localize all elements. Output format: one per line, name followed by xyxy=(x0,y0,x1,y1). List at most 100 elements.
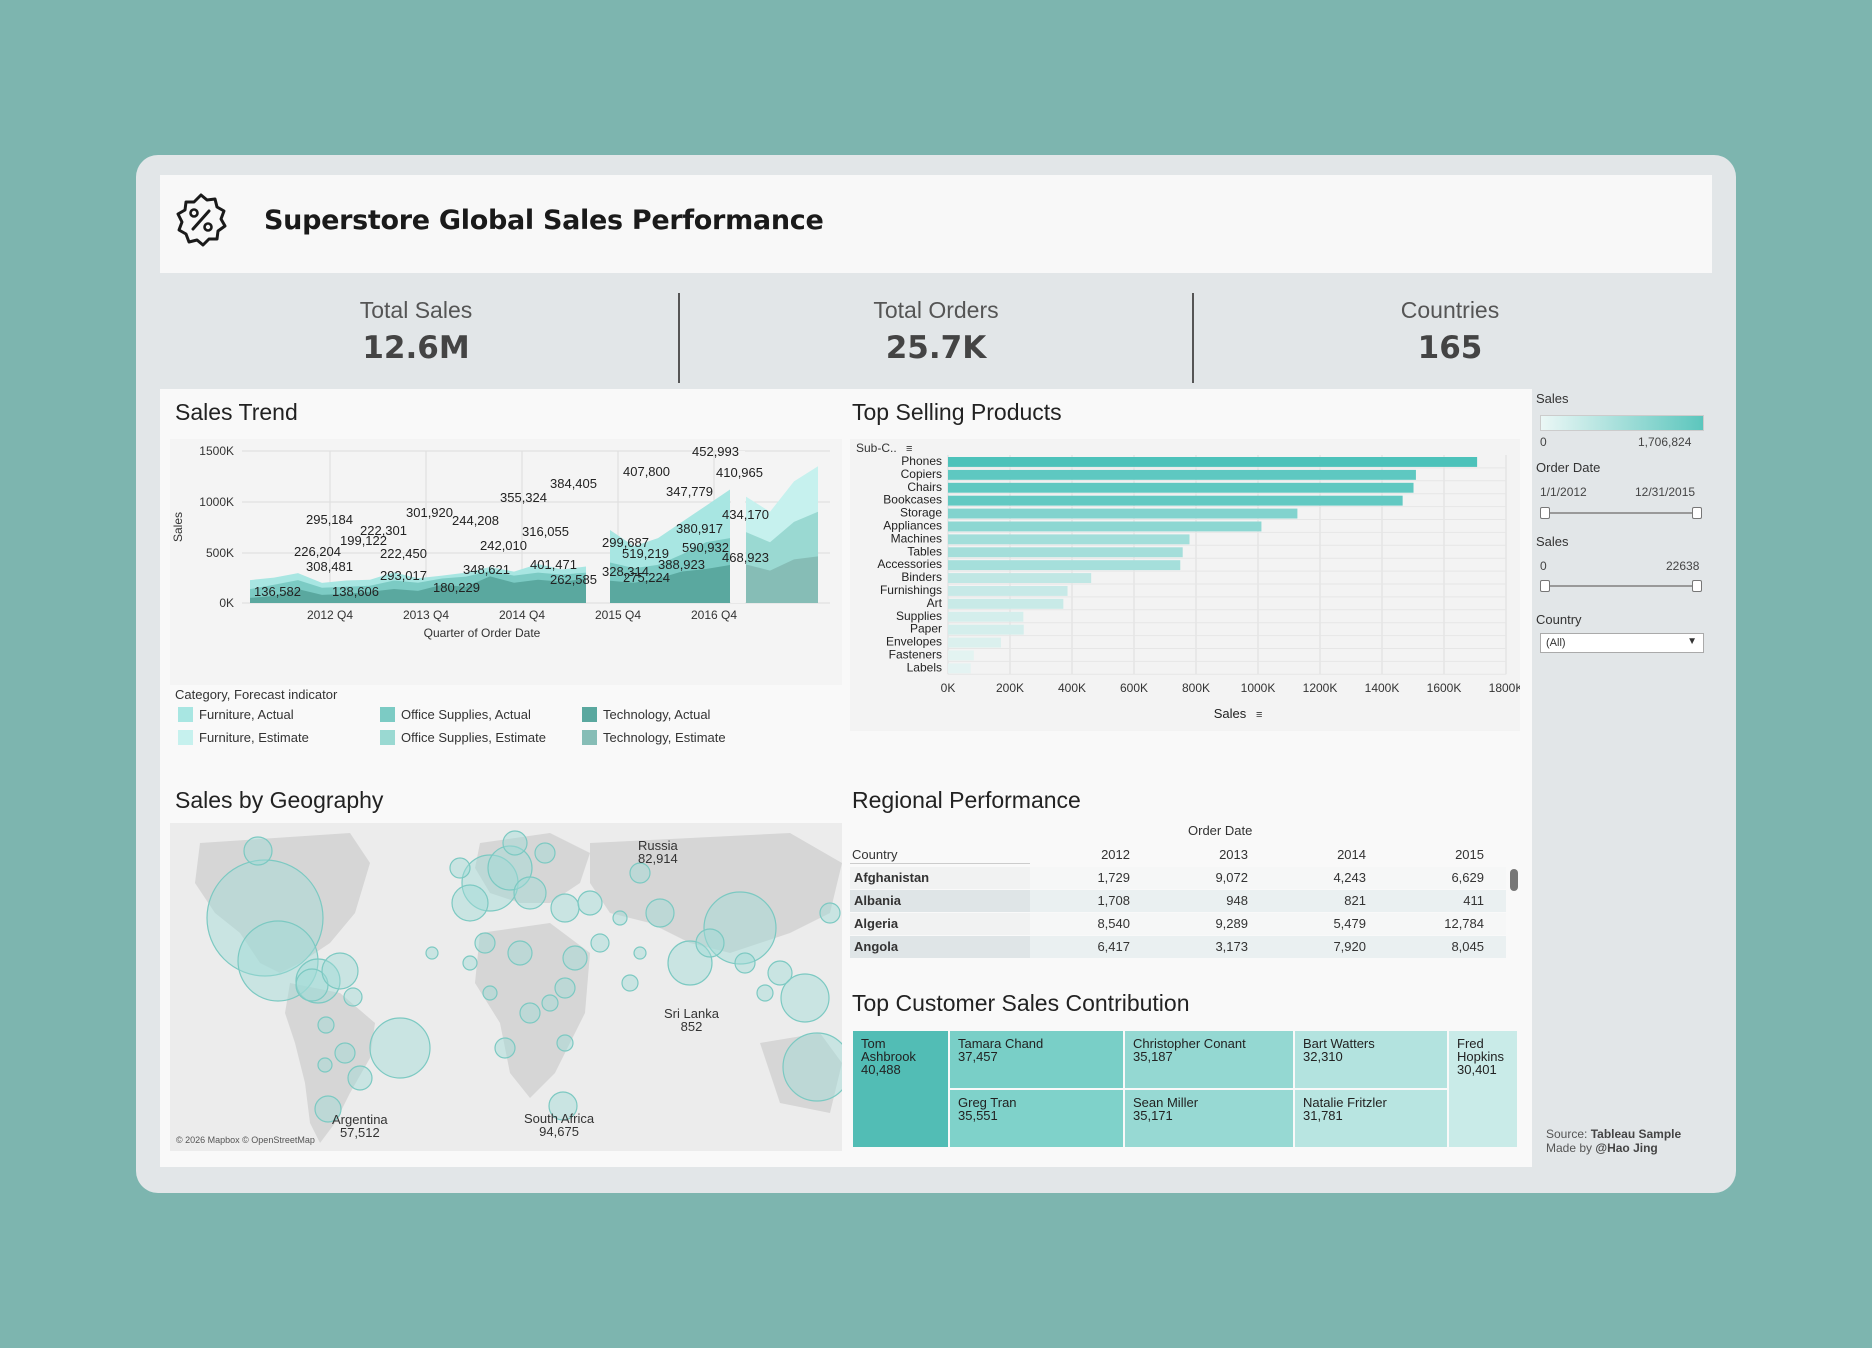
sales-slider-min-handle[interactable] xyxy=(1540,580,1550,592)
sales-slider-track[interactable] xyxy=(1546,585,1698,587)
kpi-label: Total Sales xyxy=(359,297,473,323)
table-scrollbar[interactable] xyxy=(1510,869,1518,891)
customer-name: Sean Miller xyxy=(1133,1095,1199,1110)
x-tick-label: 1000K xyxy=(1241,681,1276,695)
dashboard-frame: Superstore Global Sales Performance Tota… xyxy=(136,155,1736,1193)
x-tick-label: 1600K xyxy=(1427,681,1462,695)
legend-item[interactable]: Technology, Estimate xyxy=(582,730,726,745)
data-label: 347,779 xyxy=(666,484,713,499)
date-start: 1/1/2012 xyxy=(1540,485,1587,499)
filter-sidebar: Sales 0 1,706,824 Order Date 1/1/2012 12… xyxy=(1536,389,1712,1167)
legend-item[interactable]: Furniture, Actual xyxy=(178,707,294,722)
top-products-chart[interactable]: Sub-C.. ≡ 0K 200K 400K 600K 800K 1000K 1200K 1400… xyxy=(850,439,1520,731)
treemap-cell[interactable]: Natalie Fritzler 31,781 xyxy=(1295,1090,1447,1147)
legend-item[interactable]: Furniture, Estimate xyxy=(178,730,309,745)
map-label-name: South Africa xyxy=(524,1111,595,1126)
value-cell: 7,920 xyxy=(1333,939,1366,954)
year-header[interactable]: 2014 xyxy=(1337,847,1366,862)
data-label: 299,687 xyxy=(602,535,649,550)
map-canvas[interactable] xyxy=(170,823,842,1151)
bar xyxy=(948,534,1190,545)
year-header[interactable]: 2012 xyxy=(1101,847,1130,862)
data-label: 199,122 xyxy=(340,533,387,548)
year-header[interactable]: 2013 xyxy=(1219,847,1248,862)
treemap-cell[interactable]: Tamara Chand 37,457 xyxy=(950,1031,1123,1088)
data-label: 328,314 xyxy=(602,564,649,579)
x-tick-label: 600K xyxy=(1120,681,1148,695)
treemap-cell[interactable]: Christopher Conant 35,187 xyxy=(1125,1031,1293,1088)
bar xyxy=(948,663,971,674)
data-label: 226,204 xyxy=(294,544,341,559)
source-prefix: Source: xyxy=(1546,1127,1588,1141)
table-row[interactable]: Algeria 8,540 9,289 5,479 12,784 xyxy=(850,913,1506,935)
treemap-cell[interactable]: Tom Ashbrook 40,488 xyxy=(853,1031,948,1147)
map-label-south-africa: South Africa 94,675 xyxy=(524,1112,594,1138)
category-label: Tables xyxy=(907,544,942,558)
category-label: Furnishings xyxy=(880,583,942,597)
legend-label: Office Supplies, Estimate xyxy=(401,730,546,745)
sales-slider-max-handle[interactable] xyxy=(1692,580,1702,592)
date-slider-min-handle[interactable] xyxy=(1540,507,1550,519)
category-label: Binders xyxy=(901,570,942,584)
legend-item[interactable]: Technology, Actual xyxy=(582,707,710,722)
bar xyxy=(948,624,1024,635)
date-slider-track[interactable] xyxy=(1546,512,1698,514)
legend-label: Technology, Estimate xyxy=(603,730,726,745)
sort-icon: ≡ xyxy=(906,443,912,455)
legend-item[interactable]: Office Supplies, Actual xyxy=(380,707,531,722)
map-label-russia: Russia 82,914 xyxy=(638,839,678,865)
x-tick-label: 2016 Q4 xyxy=(691,608,737,622)
row-header-cell xyxy=(850,936,1030,958)
year-header[interactable]: 2015 xyxy=(1455,847,1484,862)
area-technology-actual-2015 xyxy=(610,564,730,603)
value-cell: 3,173 xyxy=(1215,939,1248,954)
value-cell: 821 xyxy=(1344,893,1366,908)
kpi-strip: Total Sales 12.6M Total Orders 25.7K Cou… xyxy=(160,283,1712,383)
date-slider-max-handle[interactable] xyxy=(1692,507,1702,519)
map-attribution[interactable]: © 2026 Mapbox © OpenStreetMap xyxy=(176,1135,315,1145)
category-label: Chairs xyxy=(907,480,942,494)
data-label: 242,010 xyxy=(480,538,527,553)
category-label: Storage xyxy=(900,506,942,520)
gap-band xyxy=(731,451,745,603)
bar xyxy=(948,611,1024,622)
country-dropdown[interactable]: (All) ▼ xyxy=(1540,633,1704,653)
treemap-cell[interactable]: Greg Tran 35,551 xyxy=(950,1090,1123,1147)
treemap-cell[interactable]: Fred Hopkins 30,401 xyxy=(1449,1031,1517,1147)
value-cell: 411 xyxy=(1463,893,1484,908)
customers-title: Top Customer Sales Contribution xyxy=(852,990,1190,1016)
row-axis-header: Sub-C.. xyxy=(856,441,897,455)
area-technology-estimate xyxy=(746,556,818,603)
map-label-value: 852 xyxy=(680,1019,703,1034)
x-tick-label: 2015 Q4 xyxy=(595,608,641,622)
data-label: 222,301 xyxy=(360,523,407,538)
customer-sales: 35,551 xyxy=(958,1108,998,1123)
map-label-sri-lanka: Sri Lanka 852 xyxy=(664,1007,719,1033)
customer-name: Tamara Chand xyxy=(958,1036,1044,1051)
bar xyxy=(948,637,1001,648)
x-axis-title: Sales xyxy=(1214,706,1247,721)
treemap-cell[interactable]: Bart Watters 32,310 xyxy=(1295,1031,1447,1088)
data-label: 295,184 xyxy=(306,512,353,527)
value-cell: 6,417 xyxy=(1097,939,1130,954)
category-label: Phones xyxy=(901,454,942,468)
geography-map[interactable]: Russia 82,914 Sri Lanka 852 Argentina 57… xyxy=(170,823,842,1151)
value-cell: 1,708 xyxy=(1097,893,1130,908)
table-row[interactable]: Angola 6,417 3,173 7,920 8,045 xyxy=(850,936,1506,958)
table-row[interactable]: Albania 1,708 948 821 411 xyxy=(850,890,1506,912)
legend-item[interactable]: Office Supplies, Estimate xyxy=(380,730,546,745)
top-products-title: Top Selling Products xyxy=(852,399,1062,425)
data-label: 262,585 xyxy=(550,572,597,587)
data-label: 316,055 xyxy=(522,524,569,539)
regional-title: Regional Performance xyxy=(852,787,1081,813)
data-label: 293,017 xyxy=(380,568,427,583)
value-cell: 6,629 xyxy=(1451,870,1484,885)
legend-swatch xyxy=(178,730,193,745)
value-cell: 4,243 xyxy=(1333,870,1366,885)
sales-trend-chart[interactable]: 1500K 1000K 500K 0K 2012 Q4 2013 Q4 2014 Q4 201… xyxy=(170,439,842,685)
treemap-cell[interactable]: Sean Miller 35,171 xyxy=(1125,1090,1293,1147)
map-label-value: 57,512 xyxy=(339,1125,380,1140)
regional-table: Order Date Country 2012 2013 2014 2015 Afgh… xyxy=(850,823,1530,973)
table-row[interactable]: Afghanistan 1,729 9,072 4,243 6,629 xyxy=(850,867,1506,889)
y-tick-label: 1000K xyxy=(199,495,234,509)
